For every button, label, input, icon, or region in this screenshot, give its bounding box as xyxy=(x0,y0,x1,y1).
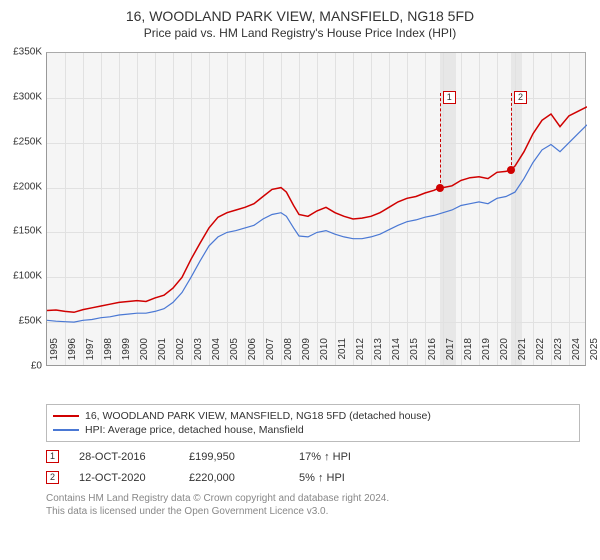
x-axis-label: 1998 xyxy=(103,338,114,368)
x-axis-label: 1995 xyxy=(49,338,60,368)
x-axis-label: 2017 xyxy=(445,338,456,368)
x-axis-label: 2008 xyxy=(283,338,294,368)
legend-item: 16, WOODLAND PARK VIEW, MANSFIELD, NG18 … xyxy=(53,409,573,423)
x-axis-label: 2014 xyxy=(391,338,402,368)
x-axis-label: 2019 xyxy=(481,338,492,368)
x-axis-label: 2025 xyxy=(589,338,600,368)
legend-swatch xyxy=(53,415,79,417)
transaction-row: 1 28-OCT-2016 £199,950 17% ↑ HPI xyxy=(46,446,580,467)
footer-line-1: Contains HM Land Registry data © Crown c… xyxy=(46,492,580,505)
x-axis-label: 2021 xyxy=(517,338,528,368)
x-axis-label: 2004 xyxy=(211,338,222,368)
callout-badge: 1 xyxy=(443,91,456,104)
transaction-table: 1 28-OCT-2016 £199,950 17% ↑ HPI 2 12-OCT-202… xyxy=(46,446,580,488)
series-layer xyxy=(47,53,587,367)
transaction-badge: 2 xyxy=(46,471,59,484)
transaction-delta: 17% ↑ HPI xyxy=(299,451,389,463)
series-line xyxy=(47,107,587,312)
y-axis-label: £50K xyxy=(2,316,42,327)
y-axis-label: £250K xyxy=(2,136,42,147)
x-axis-label: 2013 xyxy=(373,338,384,368)
x-axis-label: 2022 xyxy=(535,338,546,368)
y-axis-label: £300K xyxy=(2,91,42,102)
legend-label: 16, WOODLAND PARK VIEW, MANSFIELD, NG18 … xyxy=(85,410,431,422)
x-axis-label: 1996 xyxy=(67,338,78,368)
x-axis-label: 2012 xyxy=(355,338,366,368)
x-axis-label: 2001 xyxy=(157,338,168,368)
transaction-delta: 5% ↑ HPI xyxy=(299,472,389,484)
footer-line-2: This data is licensed under the Open Gov… xyxy=(46,505,580,518)
footer-attribution: Contains HM Land Registry data © Crown c… xyxy=(46,492,580,518)
marker-dot xyxy=(507,166,515,174)
x-axis-label: 1999 xyxy=(121,338,132,368)
legend-label: HPI: Average price, detached house, Mans… xyxy=(85,424,304,436)
x-axis-label: 2024 xyxy=(571,338,582,368)
x-axis-label: 1997 xyxy=(85,338,96,368)
callout-line xyxy=(511,93,512,170)
x-axis-label: 2016 xyxy=(427,338,438,368)
x-axis-label: 2020 xyxy=(499,338,510,368)
x-axis-label: 2007 xyxy=(265,338,276,368)
y-axis-label: £100K xyxy=(2,271,42,282)
x-axis-label: 2011 xyxy=(337,338,348,368)
transaction-price: £220,000 xyxy=(189,472,279,484)
x-axis-label: 2003 xyxy=(193,338,204,368)
legend-swatch xyxy=(53,429,79,431)
page-title: 16, WOODLAND PARK VIEW, MANSFIELD, NG18 … xyxy=(0,0,600,24)
x-axis-label: 2023 xyxy=(553,338,564,368)
transaction-badge: 1 xyxy=(46,450,59,463)
y-axis-label: £150K xyxy=(2,226,42,237)
x-axis-label: 2015 xyxy=(409,338,420,368)
y-axis-label: £200K xyxy=(2,181,42,192)
x-axis-label: 2018 xyxy=(463,338,474,368)
transaction-row: 2 12-OCT-2020 £220,000 5% ↑ HPI xyxy=(46,467,580,488)
x-axis-label: 2002 xyxy=(175,338,186,368)
x-axis-label: 2010 xyxy=(319,338,330,368)
transaction-price: £199,950 xyxy=(189,451,279,463)
series-line xyxy=(47,125,587,322)
callout-badge: 2 xyxy=(514,91,527,104)
y-axis-label: £350K xyxy=(2,47,42,58)
legend: 16, WOODLAND PARK VIEW, MANSFIELD, NG18 … xyxy=(46,404,580,442)
marker-dot xyxy=(436,184,444,192)
transaction-date: 28-OCT-2016 xyxy=(79,451,169,463)
x-axis-label: 2005 xyxy=(229,338,240,368)
chart-container: 12 £0£50K£100K£150K£200K£250K£300K£350K1… xyxy=(0,46,600,396)
legend-item: HPI: Average price, detached house, Mans… xyxy=(53,423,573,437)
y-axis-label: £0 xyxy=(2,361,42,372)
callout-line xyxy=(440,93,441,188)
transaction-date: 12-OCT-2020 xyxy=(79,472,169,484)
page-subtitle: Price paid vs. HM Land Registry's House … xyxy=(0,24,600,46)
x-axis-label: 2009 xyxy=(301,338,312,368)
plot-area: 12 xyxy=(46,52,586,366)
x-axis-label: 2000 xyxy=(139,338,150,368)
x-axis-label: 2006 xyxy=(247,338,258,368)
